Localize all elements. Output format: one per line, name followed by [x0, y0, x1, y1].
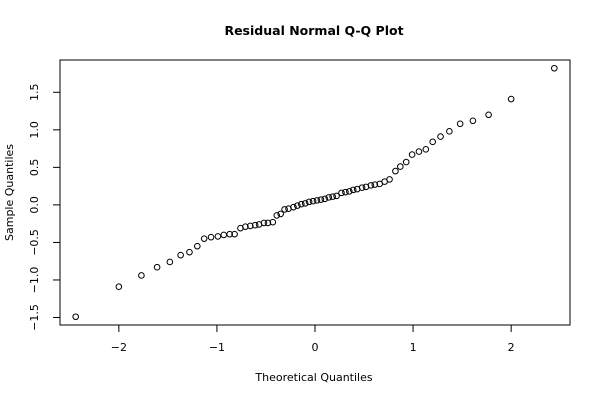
data-point — [313, 197, 321, 204]
data-point — [273, 212, 281, 219]
data-point — [507, 95, 515, 103]
data-point — [186, 248, 193, 256]
data-point — [402, 158, 410, 166]
data-point — [456, 120, 464, 128]
data-point — [72, 313, 79, 321]
chart-title: Residual Normal Q-Q Plot — [224, 23, 403, 38]
data-point — [246, 222, 254, 230]
data-point — [214, 233, 222, 240]
data-point — [200, 235, 208, 242]
data-point — [153, 263, 161, 271]
data-point — [269, 218, 277, 226]
data-point — [386, 176, 393, 183]
data-point — [115, 283, 123, 291]
data-point — [342, 188, 349, 196]
data-point — [260, 219, 268, 227]
y-axis: −1.5 −1.0 −0.5 0.0 0.5 1.0 1.5 — [28, 84, 61, 331]
data-point — [264, 219, 272, 227]
data-point — [415, 148, 423, 155]
data-point — [469, 117, 477, 125]
y-tick-label: 1.5 — [28, 84, 41, 102]
data-point — [166, 258, 174, 266]
data-points — [72, 64, 558, 321]
data-point — [231, 230, 238, 238]
data-point — [358, 184, 366, 191]
y-tick-label: 0.0 — [28, 196, 41, 214]
data-point — [551, 64, 558, 72]
x-tick-label: 1 — [410, 341, 417, 354]
data-point — [333, 192, 340, 200]
data-point — [429, 138, 436, 146]
data-point — [329, 193, 336, 200]
data-point — [226, 230, 233, 238]
data-point — [242, 223, 249, 230]
data-point — [297, 200, 305, 208]
x-axis: −2 −1 0 1 2 — [111, 324, 515, 354]
data-point — [397, 163, 404, 170]
data-point — [281, 206, 288, 213]
data-point — [317, 196, 325, 203]
y-tick-label: −1.5 — [28, 304, 41, 331]
data-point — [177, 251, 184, 259]
data-point — [207, 233, 215, 241]
y-tick-label: 1.0 — [28, 121, 41, 139]
data-point — [367, 182, 375, 189]
data-point — [338, 189, 345, 197]
y-tick-label: −1.0 — [28, 267, 41, 294]
data-point — [485, 111, 492, 119]
data-point — [325, 194, 333, 201]
x-axis-label: Theoretical Quantiles — [254, 371, 372, 384]
x-tick-label: −1 — [209, 341, 225, 354]
data-point — [138, 272, 145, 279]
data-point — [422, 146, 430, 153]
data-point — [346, 188, 353, 195]
data-point — [290, 203, 297, 211]
y-axis-label: Sample Quantiles — [3, 144, 16, 241]
data-point — [392, 167, 399, 175]
x-tick-label: −2 — [111, 341, 127, 354]
x-tick-label: 2 — [508, 341, 515, 354]
data-point — [321, 195, 329, 203]
data-point — [277, 210, 284, 218]
data-point — [437, 133, 444, 140]
data-point — [194, 242, 201, 250]
data-point — [349, 186, 357, 194]
data-point — [408, 151, 416, 158]
x-tick-label: 0 — [312, 341, 319, 354]
data-point — [309, 197, 317, 205]
data-point — [301, 200, 309, 207]
data-point — [294, 202, 301, 209]
y-tick-label: 0.5 — [28, 159, 41, 177]
data-point — [446, 128, 453, 135]
data-point — [305, 198, 313, 206]
y-tick-label: −0.5 — [28, 229, 41, 256]
data-point — [371, 181, 379, 188]
data-point — [251, 221, 259, 229]
